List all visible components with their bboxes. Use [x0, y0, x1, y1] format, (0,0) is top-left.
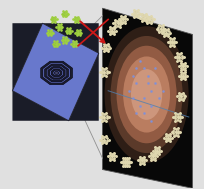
Polygon shape — [41, 61, 72, 84]
Ellipse shape — [116, 46, 176, 143]
Polygon shape — [54, 71, 58, 74]
Ellipse shape — [104, 26, 188, 163]
Ellipse shape — [130, 69, 161, 120]
Ellipse shape — [110, 36, 182, 153]
Ellipse shape — [123, 57, 169, 132]
Polygon shape — [46, 65, 67, 81]
Polygon shape — [53, 70, 60, 76]
Polygon shape — [68, 53, 98, 121]
Polygon shape — [49, 68, 63, 78]
Polygon shape — [42, 63, 70, 83]
Polygon shape — [102, 8, 192, 188]
Polygon shape — [42, 23, 98, 53]
Polygon shape — [44, 64, 68, 82]
Polygon shape — [12, 91, 68, 121]
Polygon shape — [51, 69, 61, 77]
Polygon shape — [48, 67, 65, 79]
Polygon shape — [12, 23, 98, 121]
Polygon shape — [12, 23, 42, 91]
